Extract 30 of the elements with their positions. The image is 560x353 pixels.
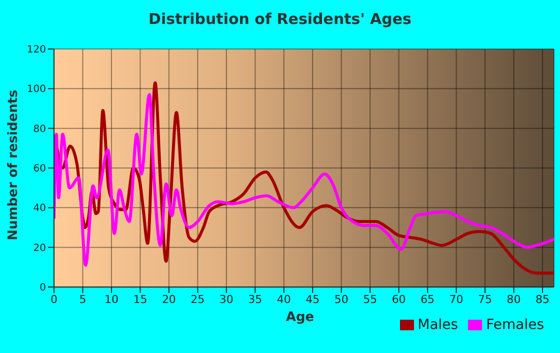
y-tick-label: 60 (33, 164, 46, 175)
y-tick-label: 40 (33, 203, 46, 214)
x-tick-label: 35 (248, 292, 262, 306)
x-tick-label: 65 (420, 292, 435, 306)
x-tick-label: 75 (478, 292, 492, 306)
x-tick-label: 50 (334, 292, 348, 306)
x-tick-label: 20 (162, 292, 176, 306)
x-tick-label: 0 (50, 292, 58, 306)
x-tick-label: 30 (219, 292, 234, 306)
legend-label: Females (486, 317, 544, 333)
x-tick-label: 55 (363, 292, 378, 306)
x-axis-title: Age (286, 310, 314, 325)
x-tick-label: 85 (536, 292, 550, 306)
y-tick-label: 0 (40, 282, 46, 294)
legend-label: Males (418, 317, 458, 333)
x-tick-label: 60 (392, 292, 406, 306)
y-axis-title: Number of residents (6, 88, 21, 242)
y-tick-label: 80 (33, 124, 46, 135)
x-tick-label: 5 (79, 292, 86, 306)
x-tick-label: 15 (133, 292, 148, 306)
x-tick-label: 45 (306, 292, 320, 306)
y-tick-label: 100 (26, 84, 46, 96)
x-tick-label: 40 (276, 292, 291, 306)
y-tick-label: 20 (33, 242, 46, 254)
x-tick-label: 80 (506, 292, 521, 306)
x-tick-label: 70 (449, 292, 464, 306)
x-tick-label: 10 (104, 292, 118, 306)
x-tick-label: 25 (190, 292, 205, 306)
chart-title: Distribution of Residents' Ages (148, 10, 412, 28)
y-tick-label: 120 (26, 44, 46, 56)
